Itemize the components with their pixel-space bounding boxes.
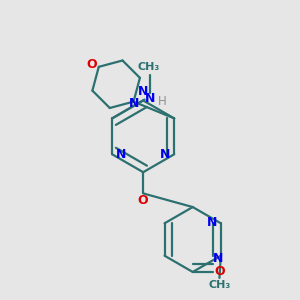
Text: O: O [86, 58, 97, 70]
Text: N: N [145, 92, 155, 105]
Text: CH₃: CH₃ [138, 62, 160, 73]
Text: O: O [215, 266, 225, 278]
Text: N: N [138, 85, 148, 98]
Text: N: N [129, 97, 140, 110]
Text: N: N [213, 252, 223, 265]
Text: CH₃: CH₃ [208, 280, 231, 290]
Text: N: N [116, 148, 127, 161]
Text: H: H [158, 95, 167, 108]
Text: N: N [207, 216, 217, 229]
Text: N: N [160, 148, 170, 161]
Text: O: O [137, 194, 148, 207]
